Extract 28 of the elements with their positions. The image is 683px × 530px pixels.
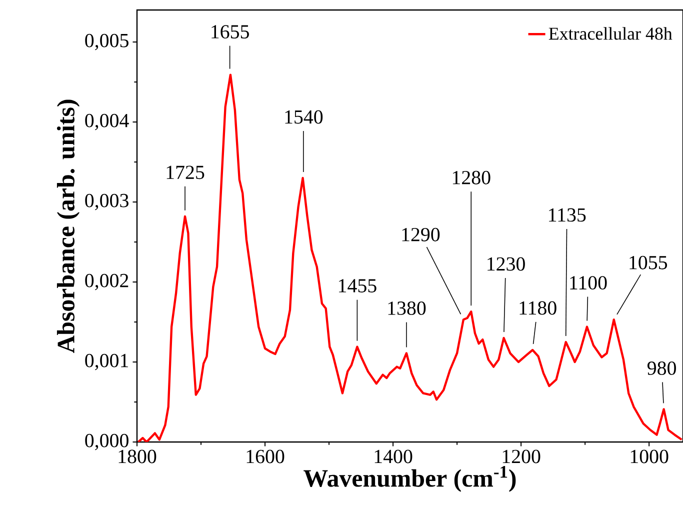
x-tick-label: 1000 bbox=[630, 450, 668, 464]
legend-label: Extracellular 48h bbox=[548, 27, 672, 40]
annotation: 1180 bbox=[520, 301, 556, 315]
y-tick-label: 0,003 bbox=[85, 194, 128, 210]
annotation: 1655 bbox=[212, 25, 249, 38]
line-series bbox=[137, 74, 683, 442]
x-tick-label: 1800 bbox=[118, 450, 156, 464]
x-axis-title: Wavenumber (cm$^{-1}$) bbox=[304, 466, 516, 492]
y-tick-label: 0,005 bbox=[85, 34, 128, 50]
y-axis-title: Absorbance (arb. units) bbox=[56, 100, 80, 354]
annotation: 1725 bbox=[166, 166, 204, 180]
annotation: 1455 bbox=[339, 279, 376, 292]
annotation: 980 bbox=[647, 361, 676, 375]
y-tick-label: 0,004 bbox=[85, 114, 129, 130]
y-tick-label: 0,002 bbox=[85, 274, 128, 290]
annotation: 1135 bbox=[549, 208, 586, 222]
annotation: 1540 bbox=[285, 110, 323, 124]
y-tick-label: 0,000 bbox=[85, 434, 128, 450]
y-tick-label: 0,001 bbox=[85, 354, 128, 370]
annotation: 1280 bbox=[452, 170, 490, 184]
x-tick-label: 1200 bbox=[502, 450, 540, 464]
annotation: 1055 bbox=[630, 256, 668, 270]
x-tick-label: 1400 bbox=[374, 450, 412, 464]
annotation: 1230 bbox=[488, 257, 525, 271]
annotation: 1380 bbox=[388, 301, 426, 315]
annotation: 1100 bbox=[570, 276, 607, 290]
annotation: 1290 bbox=[402, 228, 440, 242]
x-tick-label: 1600 bbox=[246, 450, 284, 464]
